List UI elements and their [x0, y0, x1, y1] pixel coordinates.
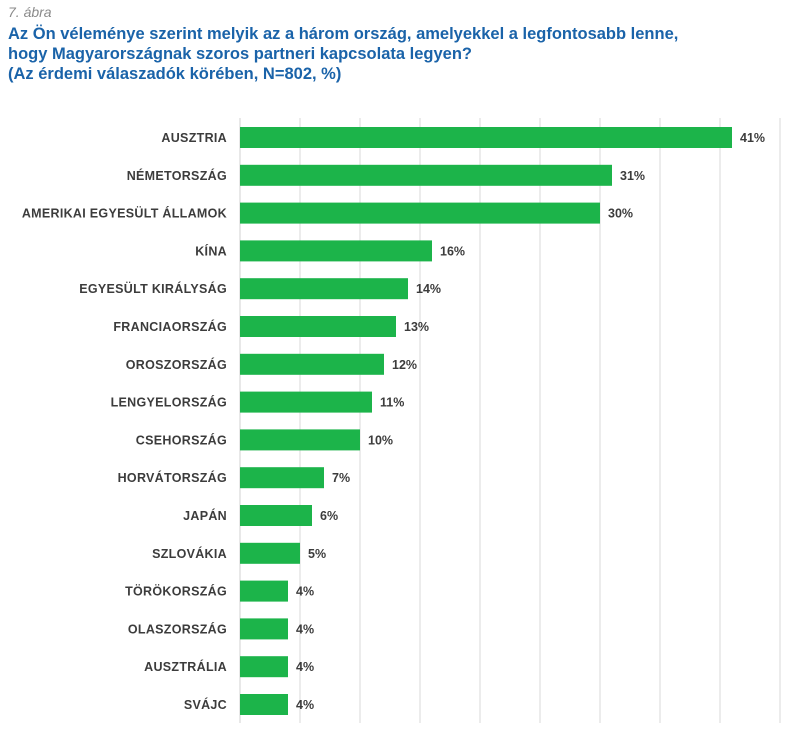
bar	[240, 240, 432, 262]
category-label: HORVÁTORSZÁG	[118, 470, 227, 485]
category-label: EGYESÜLT KIRÁLYSÁG	[79, 281, 227, 296]
category-label: JAPÁN	[183, 508, 227, 523]
value-label: 30%	[608, 207, 633, 221]
value-label: 16%	[440, 244, 465, 258]
category-label: KÍNA	[195, 243, 227, 258]
category-label: LENGYELORSZÁG	[111, 395, 227, 410]
chart-title: Az Ön véleménye szerint melyik az a háro…	[8, 24, 793, 84]
category-label: AMERIKAI EGYESÜLT ÁLLAMOK	[22, 206, 227, 221]
chart-title-line-1: Az Ön véleménye szerint melyik az a háro…	[8, 25, 679, 43]
bar	[240, 316, 396, 337]
bar	[240, 429, 360, 451]
bar	[240, 391, 372, 413]
value-labels: 41% 31% 30% 16% 14% 13% 12% 11% 10% 7% 6% 5% 4% 4% 4% 4…	[296, 131, 765, 712]
category-labels: AUSZTRIA NÉMETORSZÁG AMERIKAI EGYESÜLT ÁLL…	[22, 131, 227, 712]
bar	[240, 694, 288, 715]
bar	[240, 353, 384, 375]
bar	[240, 580, 288, 602]
bar	[240, 618, 288, 640]
category-label: OROSZORSZÁG	[126, 357, 227, 372]
bar	[240, 505, 312, 526]
category-label: TÖRÖKORSZÁG	[125, 584, 227, 599]
value-label: 6%	[320, 509, 338, 523]
value-label: 12%	[392, 358, 417, 372]
figure-label: 7. ábra	[8, 4, 52, 20]
value-label: 31%	[620, 169, 645, 183]
bar	[240, 202, 600, 224]
category-label: SVÁJC	[184, 697, 227, 712]
value-label: 4%	[296, 660, 314, 674]
bar	[240, 656, 288, 678]
category-label: NÉMETORSZÁG	[127, 168, 227, 183]
bar	[240, 542, 300, 564]
bar	[240, 467, 324, 489]
chart-title-line-3: (Az érdemi válaszadók körében, N=802, %)	[8, 65, 342, 83]
value-label: 13%	[404, 320, 429, 334]
category-label: AUSZTRÁLIA	[144, 659, 227, 674]
category-label: AUSZTRIA	[161, 131, 227, 145]
value-label: 14%	[416, 282, 441, 296]
category-label: OLASZORSZÁG	[128, 621, 227, 636]
category-label: CSEHORSZÁG	[136, 432, 227, 447]
bar	[240, 164, 612, 186]
bar	[240, 127, 732, 148]
bars	[240, 127, 732, 715]
category-label: FRANCIAORSZÁG	[113, 319, 227, 334]
value-label: 10%	[368, 433, 393, 447]
value-label: 41%	[740, 131, 765, 145]
value-label: 4%	[296, 585, 314, 599]
value-label: 5%	[308, 547, 326, 561]
bar	[240, 278, 408, 300]
value-label: 4%	[296, 698, 314, 712]
category-label: SZLOVÁKIA	[152, 546, 227, 561]
chart-title-line-2: hogy Magyarországnak szoros partneri kap…	[8, 45, 472, 63]
value-label: 11%	[380, 396, 404, 410]
value-label: 7%	[332, 471, 350, 485]
value-label: 4%	[296, 622, 314, 636]
